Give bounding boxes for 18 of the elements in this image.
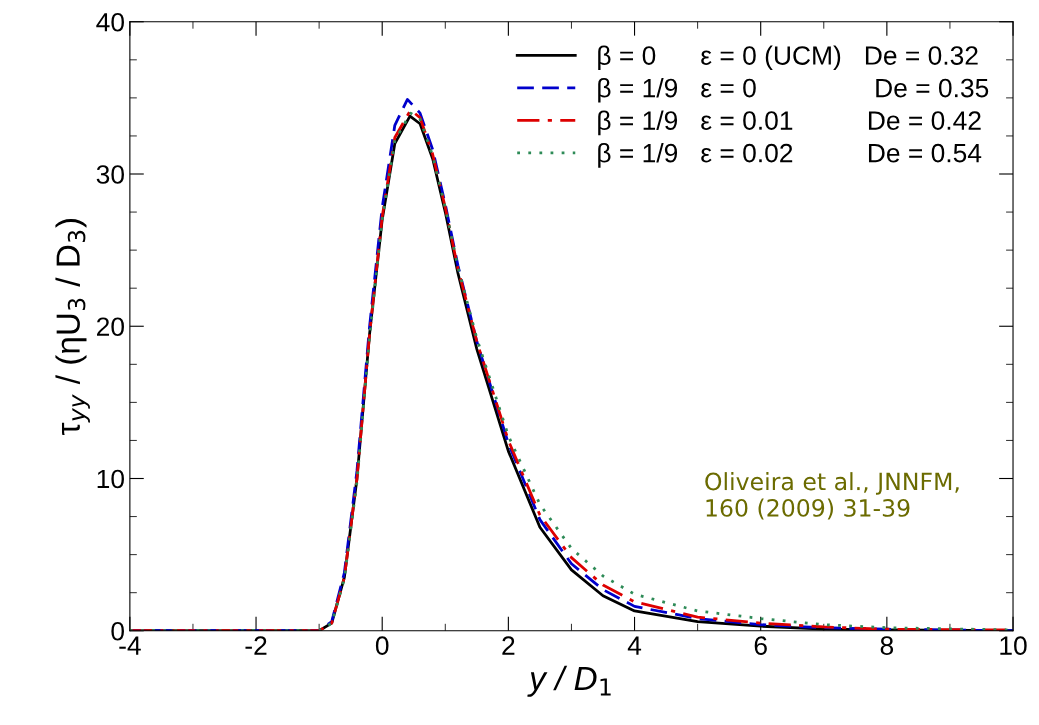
y-tick-label: 30 (96, 165, 124, 184)
x-tick-label: -2 (245, 636, 267, 655)
x-tick-label: 2 (502, 636, 515, 655)
x-tick-label: 10 (1000, 636, 1027, 655)
y-tick-label: 10 (97, 469, 124, 489)
y-tick-label: 20 (96, 317, 124, 337)
y-tick-label: 40 (96, 12, 124, 32)
legend-label: β = 1/9 ε = 0 De = 0.35 (598, 78, 989, 103)
annotation: Oliveira et al., JNNFM, 160 (2009) 31-39 (705, 472, 959, 520)
legend-label: β = 1/9 ε = 0.02 De = 0.54 (598, 143, 982, 168)
x-tick-label: 6 (754, 636, 767, 655)
legend-label: β = 0 ε = 0 (UCM) De = 0.32 (598, 45, 978, 71)
x-tick-label: 8 (880, 636, 894, 655)
y-axis-title: τ$_{yy}$ / (ηU$_{3}$ / D$_{3}$) (55, 219, 90, 436)
legend-label: β = 1/9 ε = 0.01 De = 0.42 (598, 110, 981, 136)
x-axis-title: y / D$_{1}$ (527, 665, 611, 697)
x-tick-label: 4 (627, 636, 642, 655)
x-tick-label: 0 (375, 636, 389, 655)
